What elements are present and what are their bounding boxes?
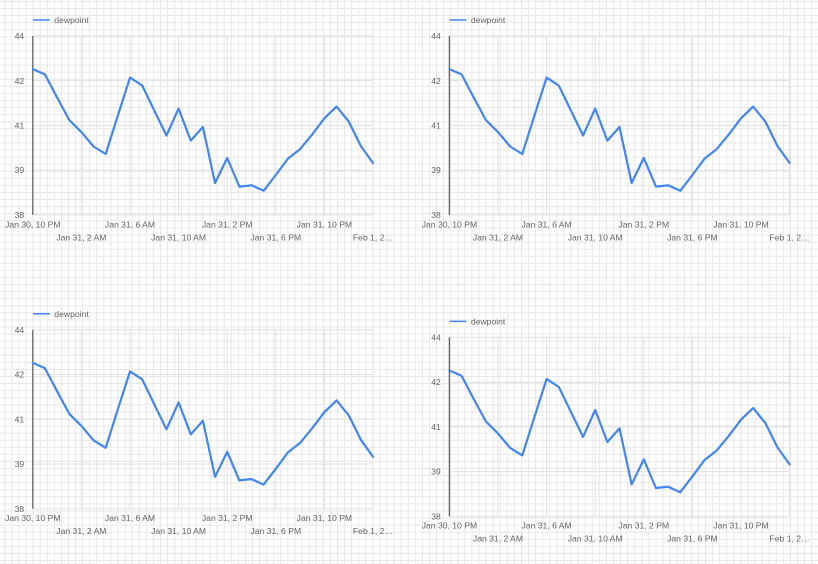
svg-text:Jan 31, 10 AM: Jan 31, 10 AM <box>151 526 206 536</box>
svg-text:Jan 30, 10 PM: Jan 30, 10 PM <box>422 219 477 229</box>
svg-text:38: 38 <box>431 511 441 521</box>
svg-text:Jan 30, 10 PM: Jan 30, 10 PM <box>5 513 60 523</box>
svg-text:Jan 31, 10 PM: Jan 31, 10 PM <box>713 219 768 229</box>
svg-text:39: 39 <box>15 459 25 469</box>
svg-text:Jan 31, 6 PM: Jan 31, 6 PM <box>250 526 301 536</box>
svg-text:Jan 31, 10 AM: Jan 31, 10 AM <box>151 232 206 242</box>
svg-text:Feb 1, 2…: Feb 1, 2… <box>770 232 810 242</box>
svg-text:dewpoint: dewpoint <box>54 15 89 25</box>
svg-text:39: 39 <box>431 165 441 175</box>
svg-text:Jan 31, 6 AM: Jan 31, 6 AM <box>522 521 572 531</box>
svg-text:38: 38 <box>15 504 25 514</box>
svg-text:Jan 31, 2 AM: Jan 31, 2 AM <box>473 232 523 242</box>
svg-text:Jan 31, 10 PM: Jan 31, 10 PM <box>297 513 352 523</box>
svg-text:Jan 31, 6 AM: Jan 31, 6 AM <box>105 513 155 523</box>
svg-text:dewpoint: dewpoint <box>471 316 506 326</box>
svg-text:42: 42 <box>431 76 441 86</box>
svg-text:Jan 31, 6 AM: Jan 31, 6 AM <box>522 219 572 229</box>
svg-text:39: 39 <box>15 165 25 175</box>
svg-text:41: 41 <box>15 414 25 424</box>
svg-text:41: 41 <box>15 121 25 131</box>
svg-text:Jan 31, 10 AM: Jan 31, 10 AM <box>568 232 623 242</box>
svg-text:Jan 31, 10 AM: Jan 31, 10 AM <box>568 534 623 544</box>
svg-text:Jan 31, 2 PM: Jan 31, 2 PM <box>618 521 669 531</box>
svg-text:42: 42 <box>15 76 25 86</box>
svg-text:38: 38 <box>15 210 25 220</box>
svg-text:Jan 31, 2 AM: Jan 31, 2 AM <box>56 526 106 536</box>
svg-text:Jan 31, 2 AM: Jan 31, 2 AM <box>56 232 106 242</box>
svg-text:44: 44 <box>15 325 25 335</box>
svg-text:41: 41 <box>431 422 441 432</box>
svg-text:Jan 31, 2 AM: Jan 31, 2 AM <box>473 534 523 544</box>
svg-text:Feb 1, 2…: Feb 1, 2… <box>353 526 393 536</box>
svg-text:Jan 31, 6 AM: Jan 31, 6 AM <box>105 219 155 229</box>
svg-text:42: 42 <box>15 370 25 380</box>
svg-text:Jan 31, 6 PM: Jan 31, 6 PM <box>250 232 301 242</box>
svg-text:Jan 31, 2 PM: Jan 31, 2 PM <box>618 219 669 229</box>
svg-text:Jan 31, 6 PM: Jan 31, 6 PM <box>667 232 718 242</box>
svg-text:41: 41 <box>431 121 441 131</box>
svg-text:dewpoint: dewpoint <box>471 15 506 25</box>
svg-text:44: 44 <box>431 31 441 41</box>
svg-text:Jan 30, 10 PM: Jan 30, 10 PM <box>422 521 477 531</box>
svg-text:Feb 1, 2…: Feb 1, 2… <box>353 232 393 242</box>
svg-text:Jan 31, 10 PM: Jan 31, 10 PM <box>713 521 768 531</box>
svg-text:Jan 31, 10 PM: Jan 31, 10 PM <box>297 219 352 229</box>
svg-text:dewpoint: dewpoint <box>54 309 89 319</box>
svg-text:Jan 31, 2 PM: Jan 31, 2 PM <box>202 219 253 229</box>
svg-text:42: 42 <box>431 377 441 387</box>
svg-text:Jan 30, 10 PM: Jan 30, 10 PM <box>5 219 60 229</box>
svg-text:44: 44 <box>431 332 441 342</box>
svg-text:38: 38 <box>431 210 441 220</box>
svg-text:44: 44 <box>15 31 25 41</box>
svg-text:Jan 31, 2 PM: Jan 31, 2 PM <box>202 513 253 523</box>
svg-text:Jan 31, 6 PM: Jan 31, 6 PM <box>667 534 718 544</box>
svg-text:39: 39 <box>431 467 441 477</box>
svg-text:Feb 1, 2…: Feb 1, 2… <box>770 534 810 544</box>
